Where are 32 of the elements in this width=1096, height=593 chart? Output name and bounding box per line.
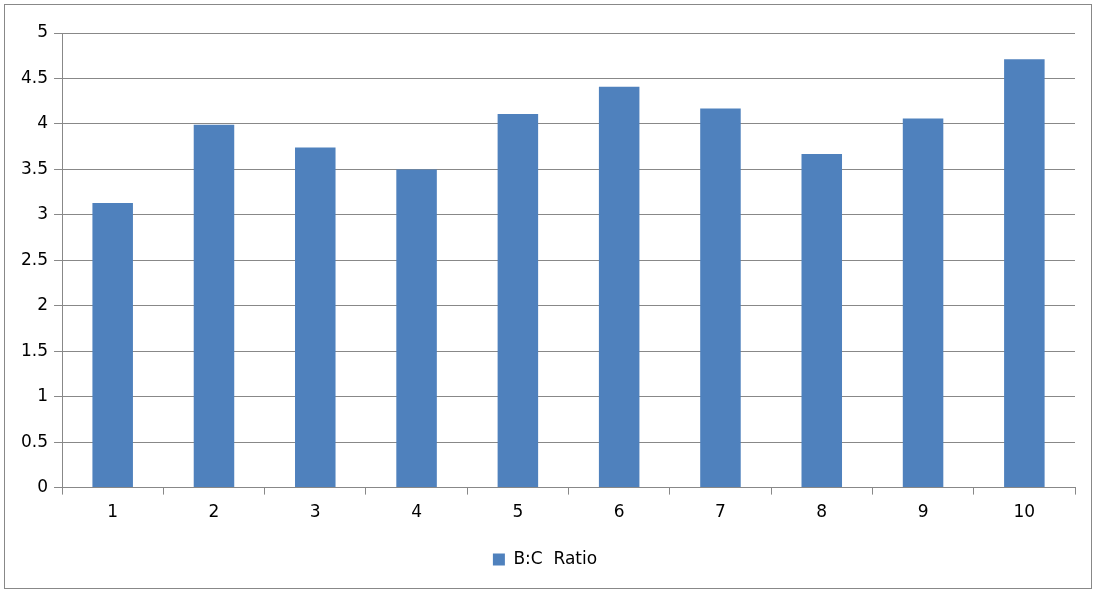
y-tick-label: 3 (37, 203, 49, 224)
legend-label: B:C Ratio (513, 547, 598, 568)
y-tick-label: 2.5 (20, 248, 49, 269)
bar (497, 113, 539, 488)
bar (801, 153, 843, 488)
bar (700, 108, 741, 488)
x-tick-label: 4 (411, 501, 422, 522)
bar (598, 86, 640, 488)
bar (92, 203, 133, 488)
bar (902, 118, 944, 488)
x-tick-label: 3 (309, 501, 321, 522)
y-tick-label: 2 (37, 294, 49, 315)
y-tick-label: 5 (37, 21, 49, 42)
y-tick-label: 1.5 (20, 339, 49, 360)
y-tick-label: 0 (37, 476, 49, 497)
bar (193, 124, 235, 488)
x-tick-label: 8 (816, 501, 828, 522)
bar (1004, 59, 1045, 488)
x-tick-label: 1 (107, 501, 119, 522)
x-tick-label: 2 (208, 501, 220, 522)
x-tick-label: 9 (917, 501, 929, 522)
y-tick-label: 1 (37, 385, 49, 406)
y-tick-label: 4.5 (20, 66, 49, 87)
x-tick-label: 6 (613, 501, 625, 522)
x-tick-label: 5 (512, 501, 524, 522)
y-tick-label: 3.5 (20, 157, 49, 178)
y-tick-label: 0.5 (20, 430, 49, 451)
x-tick-label: 10 (1013, 501, 1036, 522)
bar (396, 169, 437, 488)
x-tick-label: 7 (715, 501, 726, 522)
y-tick-label: 4 (37, 112, 49, 133)
bar (295, 147, 336, 488)
